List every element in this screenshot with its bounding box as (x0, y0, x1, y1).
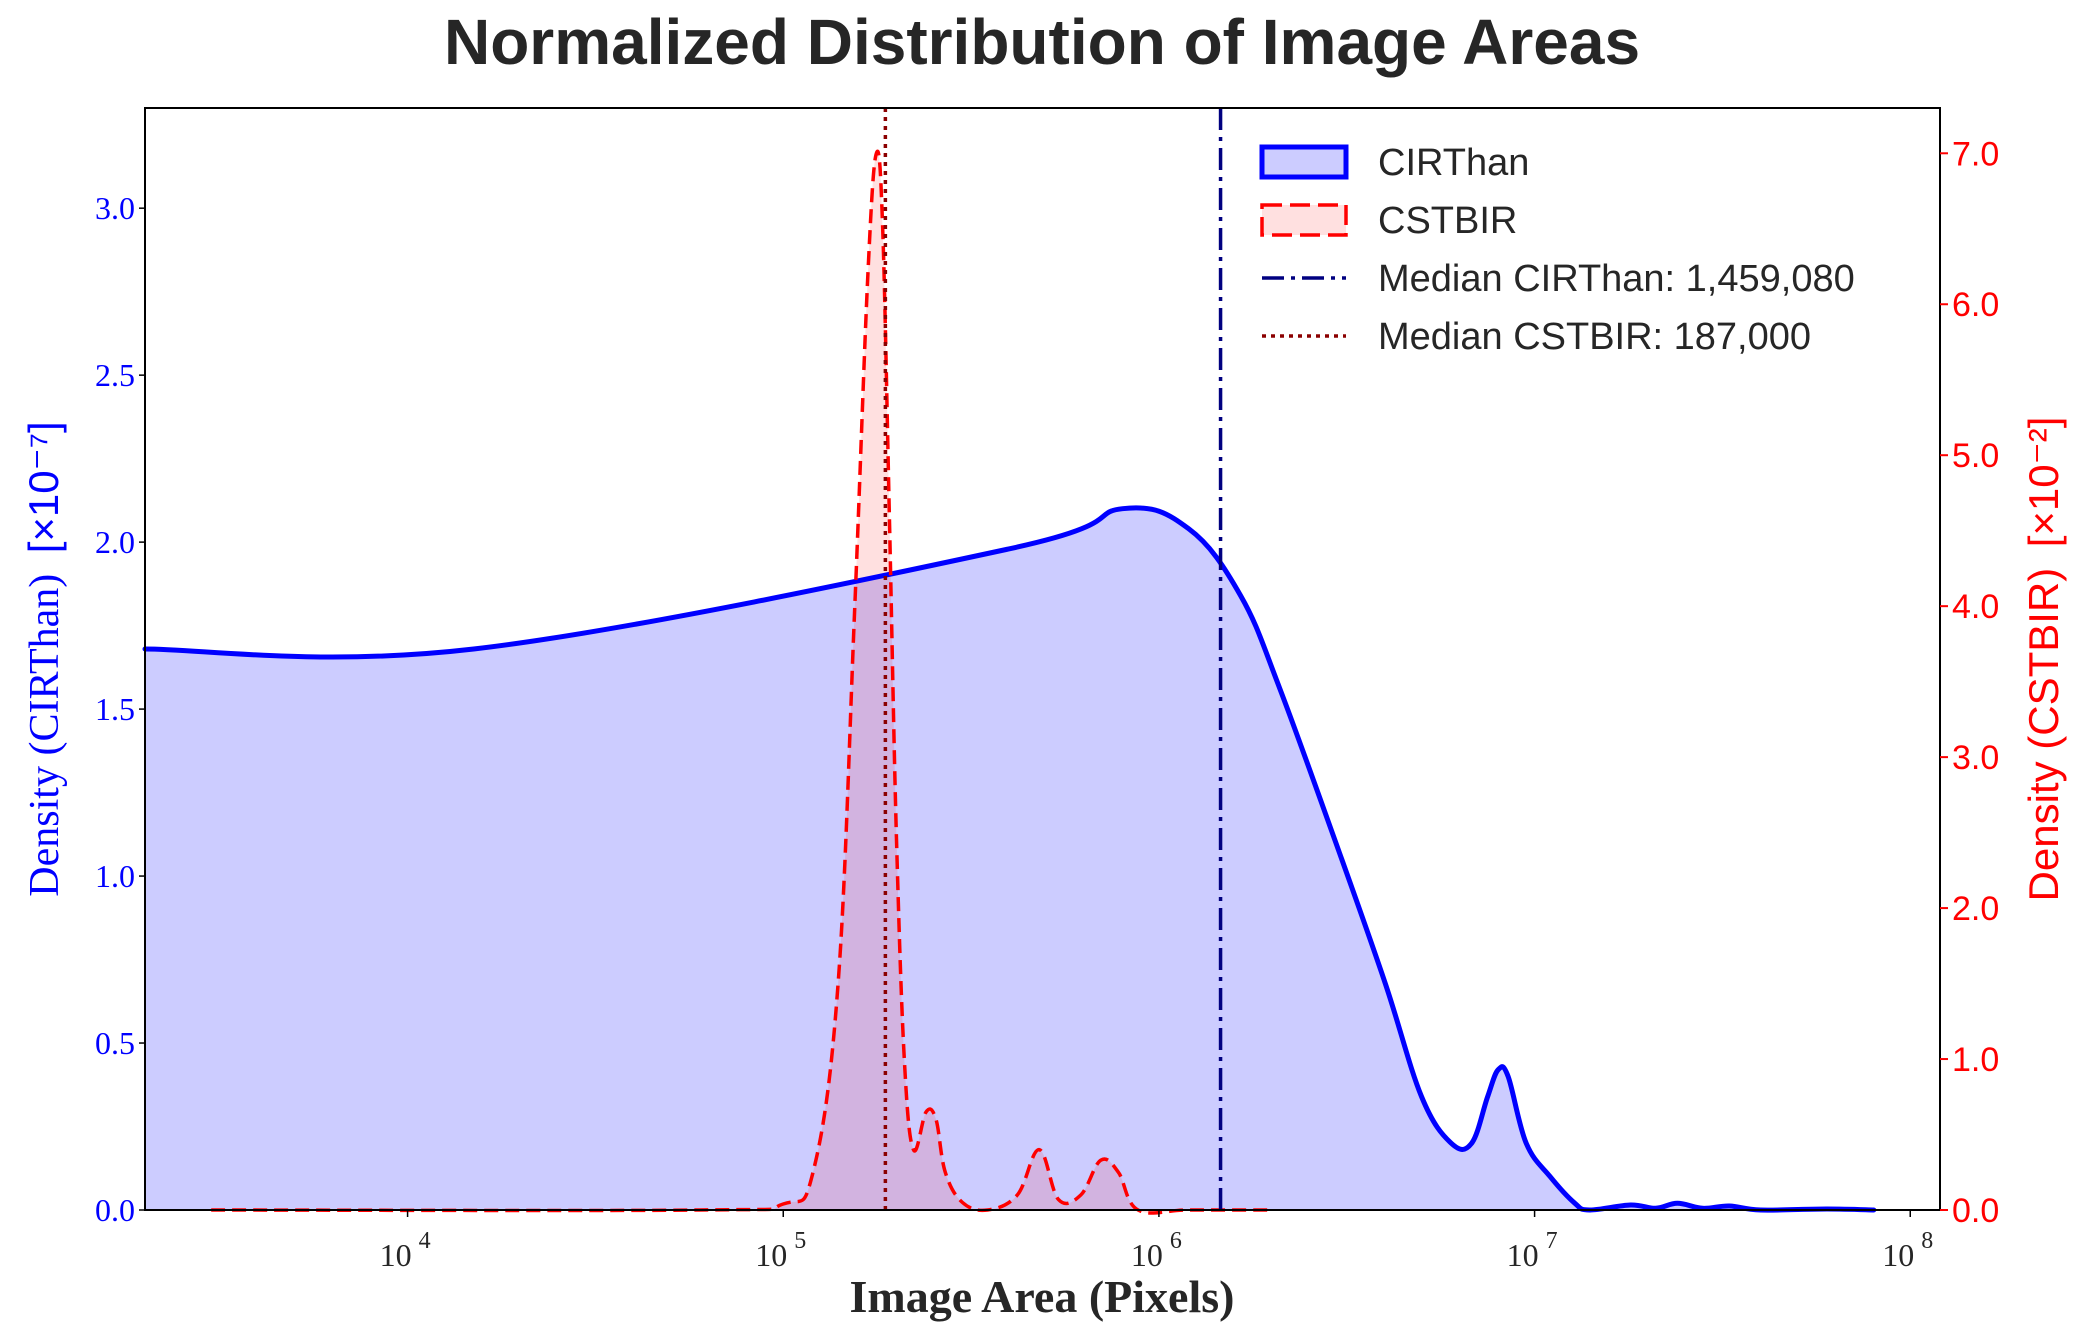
legend-entry: CIRThan (1259, 142, 1529, 184)
svg-text:Density (CIRThan) [×10⁻⁷: Density (CIRThan) [×10⁻⁷] (20, 421, 68, 896)
x-tick: 10 5 (755, 1210, 806, 1273)
x-tick-base: 10 (1507, 1237, 1539, 1273)
y-right-tick-label: 6.0 (1952, 286, 1999, 324)
legend-entry: CSTBIR (1260, 200, 1517, 242)
x-tick: 10 7 (1507, 1210, 1558, 1273)
x-tick: 10 6 (1131, 1210, 1182, 1273)
legend-entry: Median CIRThan: 1,459,080 (1262, 258, 1855, 300)
y-axis-right-title: Density (CSTBIR) [×10⁻²] (2020, 417, 2068, 902)
y-right-tick-label: 3.0 (1952, 739, 1999, 777)
x-tick-exponent: 4 (419, 1228, 431, 1254)
series-cirthan-area (145, 507, 1874, 1211)
y-axis-right-label: Density (CSTBIR) (2020, 568, 2067, 902)
y-right-tick-label: 5.0 (1952, 437, 1999, 475)
y-right-tick-label: 2.0 (1952, 890, 1999, 928)
legend-entry: Median CSTBIR: 187,000 (1262, 316, 1811, 358)
x-tick-base: 10 (1131, 1237, 1163, 1273)
y-axis-right: 0.0 1.0 2.0 3.0 4.0 5.0 6.0 7.0 (1940, 135, 1999, 1230)
plot-area (142, 107, 1941, 1215)
chart-title: Normalized Distribution of Image Areas (444, 6, 1640, 78)
x-axis: 10 4 10 5 10 6 10 7 10 8 (380, 1210, 1933, 1273)
y-left-tick-label: 1.5 (95, 691, 135, 727)
x-tick-exponent: 5 (794, 1228, 806, 1254)
y-axis-left: 0.0 0.5 1.0 1.5 2.0 2.5 3.0 (95, 190, 145, 1228)
x-tick: 10 4 (380, 1210, 431, 1273)
x-tick-base: 10 (755, 1237, 787, 1273)
y-right-tick-label: 7.0 (1952, 135, 1999, 173)
y-axis-left-multiplier: [×10⁻⁷] (20, 421, 67, 553)
y-right-tick-label: 0.0 (1952, 1192, 1999, 1230)
x-tick-exponent: 8 (1921, 1228, 1933, 1254)
legend-label: CIRThan (1378, 142, 1529, 184)
x-tick-exponent: 7 (1546, 1228, 1558, 1254)
series-cirthan-line (142, 505, 1877, 1213)
y-right-tick-label: 1.0 (1952, 1041, 1999, 1079)
x-axis-label: Image Area (Pixels) (850, 1271, 1235, 1322)
legend-swatch-cirthan (1259, 144, 1349, 180)
x-tick-base: 10 (1882, 1237, 1914, 1273)
x-tick-base: 10 (380, 1237, 412, 1273)
y-axis-left-label: Density (CIRThan) (22, 574, 68, 897)
svg-text:Density (CSTBIR) [×10⁻²]: Density (CSTBIR) [×10⁻²] (2020, 417, 2068, 902)
legend: CIRThan CSTBIR Median CIRThan: 1,459,080 Me… (1259, 142, 1855, 358)
y-left-tick-label: 3.0 (95, 190, 135, 226)
x-tick-exponent: 6 (1170, 1228, 1182, 1254)
series-cstbir-line (211, 149, 1273, 1215)
plot-frame (144, 107, 1941, 1211)
y-left-tick-label: 2.0 (95, 524, 135, 560)
y-left-tick-label: 1.0 (95, 858, 135, 894)
legend-label: Median CIRThan: 1,459,080 (1378, 258, 1855, 300)
y-axis-left-title: Density (CIRThan) [×10⁻⁷] (20, 421, 68, 896)
y-right-tick-label: 4.0 (1952, 588, 1999, 626)
x-tick: 10 8 (1882, 1210, 1933, 1273)
legend-swatch-cstbir (1260, 203, 1348, 237)
y-left-tick-label: 2.5 (95, 357, 135, 393)
y-axis-right-multiplier: [×10⁻²] (2020, 417, 2067, 548)
legend-label: Median CSTBIR: 187,000 (1378, 316, 1811, 358)
y-left-tick-label: 0.0 (95, 1192, 135, 1228)
y-left-tick-label: 0.5 (95, 1025, 135, 1061)
legend-label: CSTBIR (1378, 200, 1517, 242)
